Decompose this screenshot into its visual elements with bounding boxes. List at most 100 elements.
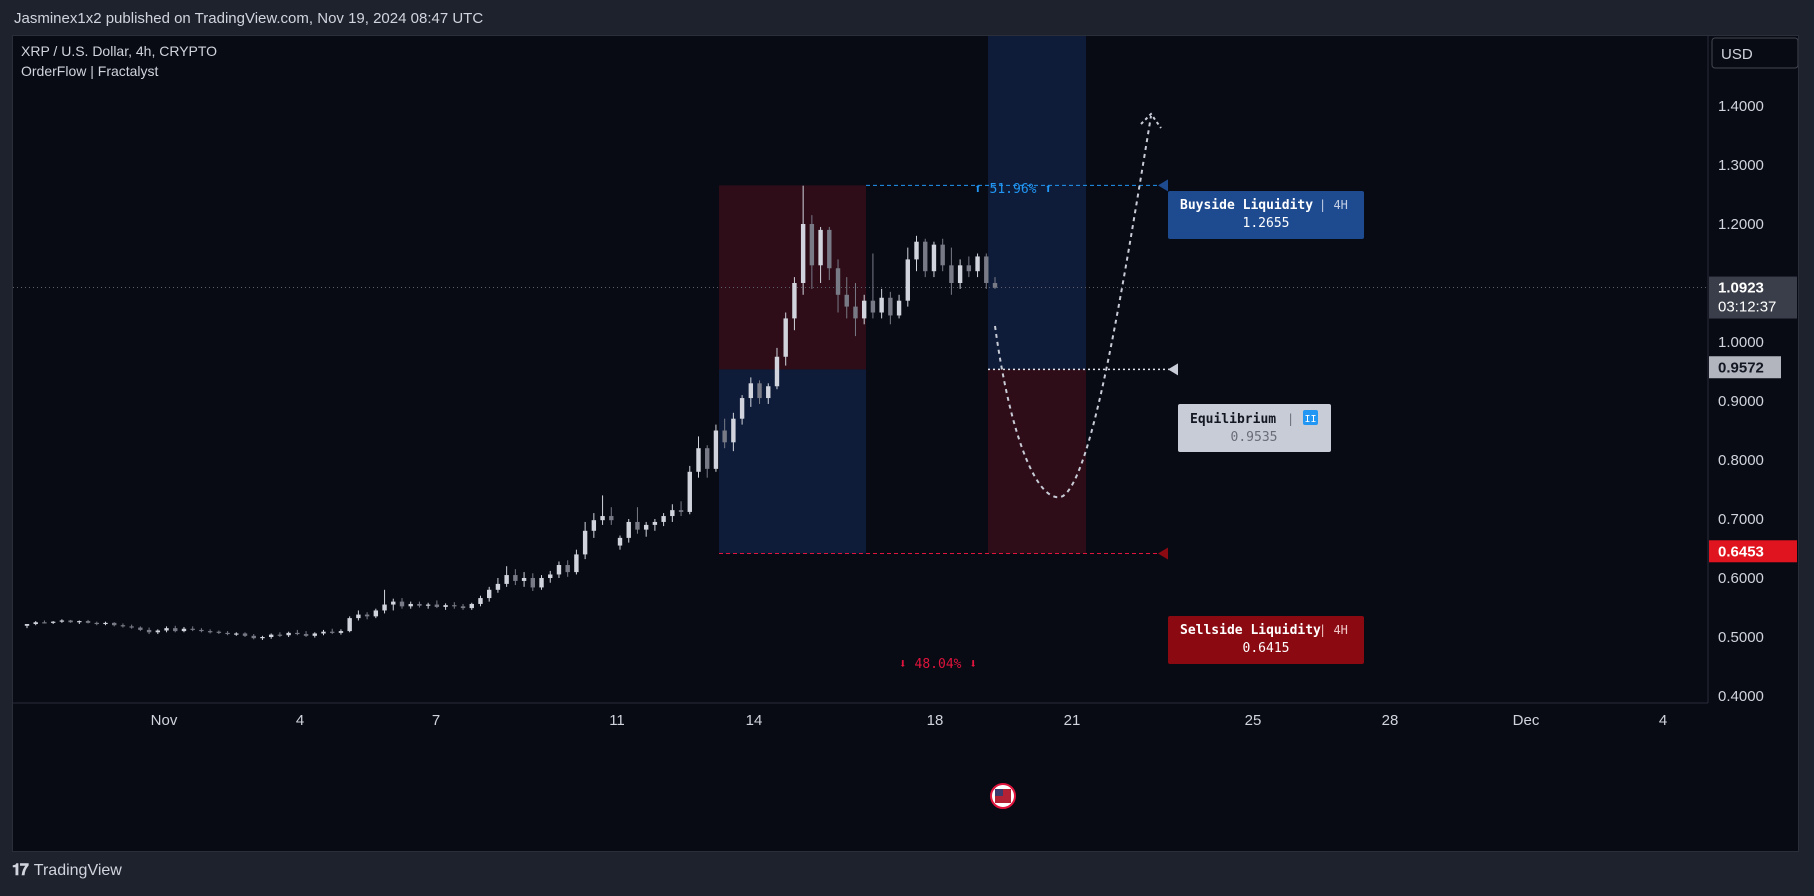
equilibrium-badge	[1303, 410, 1318, 425]
candle-body	[896, 300, 902, 316]
target-zone-lower	[988, 369, 1086, 554]
candle-body	[417, 603, 422, 606]
candle-body	[513, 575, 518, 581]
candle-body	[155, 630, 161, 633]
equilibrium-value: 0.9535	[1231, 430, 1278, 445]
candle-body	[582, 530, 588, 555]
candle-body	[216, 631, 222, 633]
buyside-timeframe: | 4H	[1319, 198, 1348, 212]
candle-body	[347, 618, 352, 632]
time-tick-label: 28	[1382, 712, 1399, 729]
candle-body	[330, 631, 335, 633]
candle-body	[364, 614, 370, 617]
candle-body	[992, 283, 998, 288]
footer-brand[interactable]: 𝟏𝟕 TradingView	[12, 862, 122, 880]
symbol-legend[interactable]: XRP / U.S. Dollar, 4h, CRYPTO	[21, 43, 217, 59]
candle-body	[146, 629, 152, 633]
equilibrium-separator: |	[1287, 412, 1294, 426]
price-chart[interactable]: ⬆ 51.96% ⬆ ⬇ 48.04% ⬇ Buyside Liquidity | 4…	[13, 36, 1798, 851]
currency-button[interactable]	[1711, 37, 1798, 69]
candle-body	[914, 241, 919, 260]
equilibrium-pointer-icon	[1168, 363, 1178, 376]
candle-body	[321, 631, 326, 634]
candle-body	[888, 297, 893, 316]
last-price-tag	[1709, 276, 1797, 319]
candle-body	[399, 601, 405, 607]
candle-body	[530, 578, 536, 588]
buyside-box	[1168, 191, 1364, 239]
time-tick-label: 7	[432, 712, 440, 729]
equilibrium-label[interactable]: Equilibrium | II 0.9535	[1168, 363, 1331, 452]
candle-body	[42, 622, 47, 624]
buyside-liquidity-label[interactable]: Buyside Liquidity | 4H 1.2655	[1158, 179, 1364, 239]
candle-body	[617, 537, 623, 546]
candle-body	[984, 256, 989, 283]
buyside-value: 1.2655	[1243, 216, 1290, 231]
candle-body	[277, 634, 283, 636]
eq-price-tag	[1709, 356, 1781, 379]
candle-body	[975, 256, 980, 272]
candle-body	[173, 628, 178, 632]
candle-body	[957, 265, 963, 283]
candle-body	[766, 386, 771, 399]
currency-button-label: USD	[1721, 46, 1753, 63]
candle-body	[242, 633, 248, 636]
candle-body	[556, 565, 562, 575]
candle-body	[33, 622, 38, 625]
candle-body	[809, 224, 815, 266]
candle-body	[199, 629, 204, 632]
candle-body	[251, 635, 256, 639]
chart-frame[interactable]: ⬆ 51.96% ⬆ ⬇ 48.04% ⬇ Buyside Liquidity | 4…	[12, 35, 1799, 852]
candle-body	[190, 628, 195, 630]
candle-body	[705, 448, 710, 469]
candle-body	[870, 300, 876, 313]
candle-body	[469, 603, 474, 609]
price-tick-label: 1.3000	[1718, 157, 1764, 174]
time-tick-label: 11	[609, 712, 625, 729]
candle-body	[382, 604, 387, 611]
candle-body	[120, 625, 126, 627]
candle-body	[800, 224, 806, 283]
candle-body	[77, 621, 82, 623]
candle-body	[434, 604, 440, 607]
us-flag-event-icon[interactable]	[990, 783, 1016, 809]
candle-body	[774, 356, 780, 387]
price-tick-label: 0.6000	[1718, 570, 1764, 587]
candle-body	[731, 418, 736, 443]
candle-body	[112, 622, 117, 626]
candle-body	[312, 633, 317, 636]
candle-body	[234, 633, 239, 635]
candle-body	[495, 583, 501, 590]
candle-body	[504, 575, 509, 584]
candle-body	[408, 603, 413, 607]
candle-body	[591, 520, 597, 531]
candle-body	[600, 516, 605, 521]
candle-body	[670, 510, 675, 517]
time-tick-label: 21	[1064, 712, 1081, 729]
premium-zone	[719, 185, 866, 370]
candle-body	[783, 318, 788, 357]
candle-body	[356, 614, 361, 619]
candle-body	[94, 622, 99, 625]
candle-body	[835, 268, 841, 295]
candle-body	[286, 632, 291, 636]
indicator-legend[interactable]: OrderFlow | Fractalyst	[21, 63, 159, 79]
buyside-title: Buyside Liquidity	[1180, 198, 1313, 213]
candle-body	[85, 621, 91, 623]
candle-body	[460, 606, 466, 609]
candle-body	[225, 632, 230, 635]
time-tick-label: 14	[746, 712, 763, 729]
candle-body	[818, 229, 823, 266]
candle-body	[966, 265, 972, 272]
candle-body	[443, 605, 448, 607]
downside-percent-label: ⬇ 48.04% ⬇	[899, 657, 977, 672]
candle-body	[295, 632, 300, 635]
candle-series	[24, 185, 998, 640]
candle-body	[129, 626, 134, 628]
sellside-liquidity-label[interactable]: Sellside Liquidity| 4H 0.6415	[1158, 547, 1364, 664]
price-tick-label: 0.4000	[1718, 688, 1764, 705]
price-tick-label: 0.9000	[1718, 393, 1764, 410]
candle-body	[827, 229, 832, 269]
eq-price-value: 0.9572	[1718, 359, 1764, 376]
candle-body	[879, 297, 884, 313]
